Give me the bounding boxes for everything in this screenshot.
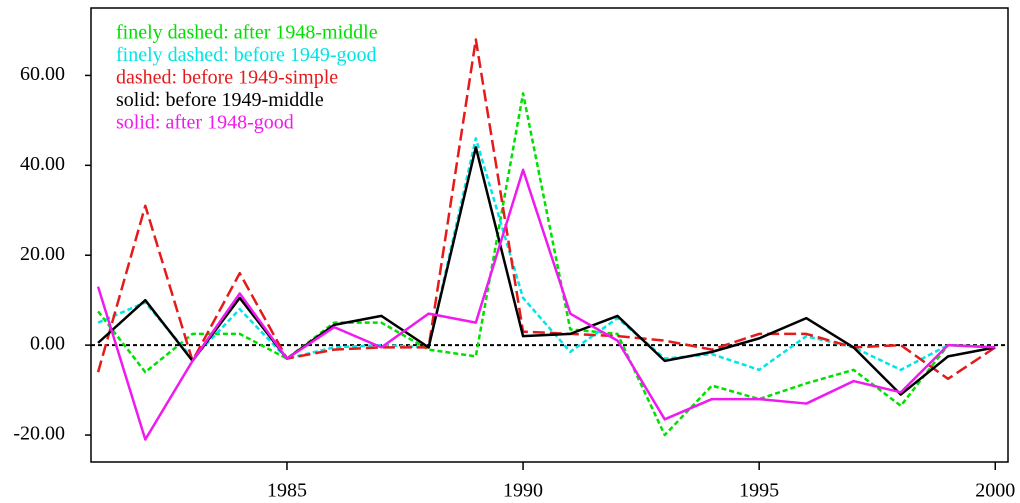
- y-tick-label: 20.00: [20, 243, 65, 265]
- legend-entry: solid: before 1949-middle: [116, 89, 324, 111]
- x-tick-label: 2000: [975, 480, 1015, 502]
- legend-entry: dashed: before 1949-simple: [116, 67, 338, 89]
- plot-frame: [90, 7, 1009, 463]
- x-tick-label: 1985: [267, 480, 307, 502]
- series-line: [97, 146, 996, 396]
- y-tick-label: 40.00: [20, 153, 65, 175]
- series-line: [96, 38, 996, 381]
- series-line: [96, 168, 996, 441]
- y-tick-label: -20.00: [13, 423, 65, 445]
- series-line: [97, 92, 996, 437]
- x-tick-label: 1990: [503, 480, 543, 502]
- y-tick-label: 0.00: [30, 333, 65, 355]
- y-tick-label: 60.00: [20, 63, 65, 85]
- x-tick-label: 1995: [739, 480, 779, 502]
- series-line: [97, 137, 996, 372]
- legend-entry: finely dashed: before 1949-good: [116, 44, 376, 66]
- legend-entry: solid: after 1948-good: [116, 112, 294, 134]
- legend-entry: finely dashed: after 1948-middle: [116, 22, 378, 44]
